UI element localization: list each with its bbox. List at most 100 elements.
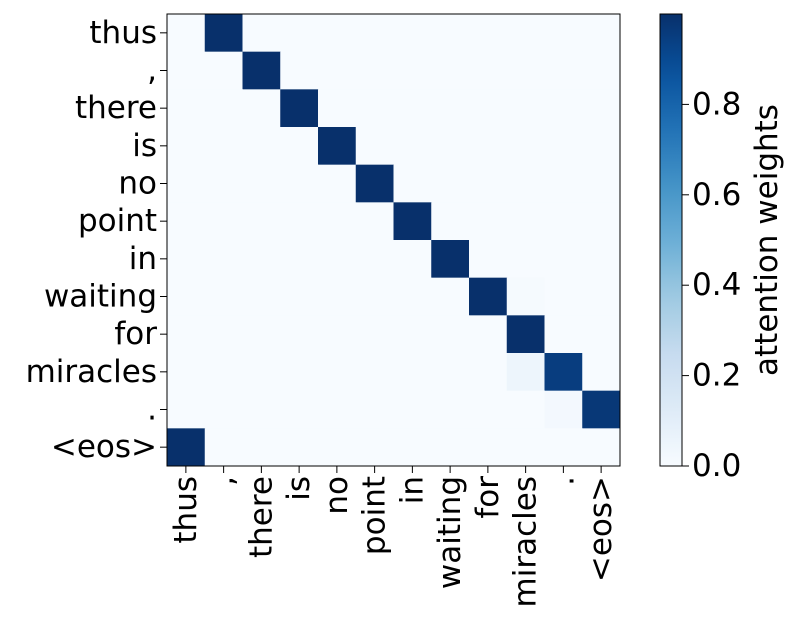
- colorbar-gradient: [660, 14, 682, 466]
- heatmap-cell: [469, 51, 508, 90]
- heatmap-cell: [506, 127, 545, 166]
- heatmap-cell: [167, 277, 206, 316]
- x-tick-label: .: [545, 476, 581, 486]
- heatmap-cell: [204, 353, 243, 392]
- heatmap-cell: [355, 164, 394, 203]
- heatmap-cell: [544, 14, 583, 53]
- heatmap-cell: [544, 89, 583, 128]
- heatmap-cell: [582, 51, 621, 90]
- heatmap-cell: [280, 240, 319, 279]
- heatmap-cell: [544, 277, 583, 316]
- heatmap-cell: [582, 240, 621, 279]
- colorbar: 0.0 0.2 0.4 0.6 0.8 attention weights: [659, 13, 785, 484]
- heatmap-cell: [544, 353, 583, 392]
- heatmap-cell: [544, 315, 583, 354]
- heatmap-cell: [280, 127, 319, 166]
- heatmap-cell: [167, 315, 206, 354]
- heatmap-cell: [506, 202, 545, 241]
- heatmap-cell: [469, 353, 508, 392]
- heatmap-cell: [469, 89, 508, 128]
- x-tick-label: for: [470, 476, 506, 519]
- heatmap-cell: [544, 428, 583, 467]
- heatmap-cell: [242, 164, 281, 203]
- heatmap-cell: [280, 202, 319, 241]
- heatmap-cell: [280, 390, 319, 429]
- x-tick-label: there: [243, 476, 279, 558]
- heatmap-cell: [318, 277, 357, 316]
- heatmap-cell: [469, 240, 508, 279]
- heatmap-cell: [355, 240, 394, 279]
- heatmap-cell: [280, 315, 319, 354]
- heatmap-cell: [167, 353, 206, 392]
- y-tick-label: ,: [147, 53, 157, 89]
- colorbar-tick-label: 0.8: [692, 86, 741, 122]
- heatmap-cell: [469, 315, 508, 354]
- y-axis: thus,thereisnopointinwaitingformiracles.…: [26, 15, 167, 465]
- heatmap-cell: [355, 353, 394, 392]
- heatmap-cell: [355, 14, 394, 53]
- heatmap-cell: [355, 428, 394, 467]
- heatmap-cell: [506, 164, 545, 203]
- heatmap-cell: [393, 315, 432, 354]
- heatmap-cell: [204, 127, 243, 166]
- x-tick-label: point: [357, 476, 393, 555]
- heatmap-cells: [167, 14, 621, 467]
- heatmap-cell: [355, 202, 394, 241]
- y-tick-label: .: [147, 392, 157, 428]
- heatmap-cell: [318, 353, 357, 392]
- heatmap-cell: [280, 428, 319, 467]
- heatmap-cell: [393, 164, 432, 203]
- heatmap-cell: [393, 202, 432, 241]
- heatmap-cell: [242, 202, 281, 241]
- heatmap-cell: [431, 89, 470, 128]
- heatmap-cell: [242, 277, 281, 316]
- heatmap-cell: [242, 315, 281, 354]
- x-tick-label: <eos>: [583, 476, 619, 582]
- heatmap-cell: [204, 428, 243, 467]
- heatmap-cell: [280, 14, 319, 53]
- heatmap-cell: [280, 164, 319, 203]
- colorbar-frame: [659, 13, 683, 467]
- y-tick-label: for: [114, 316, 157, 352]
- heatmap-cell: [167, 202, 206, 241]
- y-tick-label: <eos>: [51, 429, 157, 465]
- heatmap-cell: [204, 390, 243, 429]
- heatmap-cell: [431, 428, 470, 467]
- heatmap-cell: [242, 390, 281, 429]
- heatmap-cell: [393, 51, 432, 90]
- y-tick-label: point: [78, 203, 157, 239]
- heatmap-cell: [167, 51, 206, 90]
- heatmap-cell: [582, 127, 621, 166]
- heatmap-cell: [204, 315, 243, 354]
- heatmap-cell: [506, 315, 545, 354]
- heatmap-cell: [355, 127, 394, 166]
- heatmap-cell: [431, 51, 470, 90]
- heatmap-cell: [280, 277, 319, 316]
- heatmap-cell: [506, 89, 545, 128]
- heatmap-cell: [469, 390, 508, 429]
- y-tick-label: in: [129, 241, 157, 277]
- heatmap-cell: [544, 51, 583, 90]
- heatmap-cell: [204, 240, 243, 279]
- heatmap-cell: [506, 390, 545, 429]
- heatmap-cell: [167, 428, 206, 467]
- heatmap-cell: [469, 164, 508, 203]
- heatmap-cell: [393, 353, 432, 392]
- heatmap-cell: [582, 390, 621, 429]
- heatmap-cell: [167, 164, 206, 203]
- heatmap-cell: [582, 202, 621, 241]
- heatmap-cell: [318, 164, 357, 203]
- heatmap-cell: [355, 51, 394, 90]
- plot-frame: [166, 13, 621, 467]
- heatmap-cell: [544, 240, 583, 279]
- heatmap-cell: [393, 428, 432, 467]
- heatmap-cell: [582, 14, 621, 53]
- heatmap-cell: [506, 277, 545, 316]
- heatmap-cell: [431, 277, 470, 316]
- colorbar-tick-label: 0.6: [692, 177, 741, 213]
- heatmap-cell: [280, 51, 319, 90]
- x-tick-label: waiting: [432, 476, 468, 589]
- heatmap-cell: [393, 89, 432, 128]
- heatmap-cell: [506, 14, 545, 53]
- y-tick-label: waiting: [44, 279, 157, 315]
